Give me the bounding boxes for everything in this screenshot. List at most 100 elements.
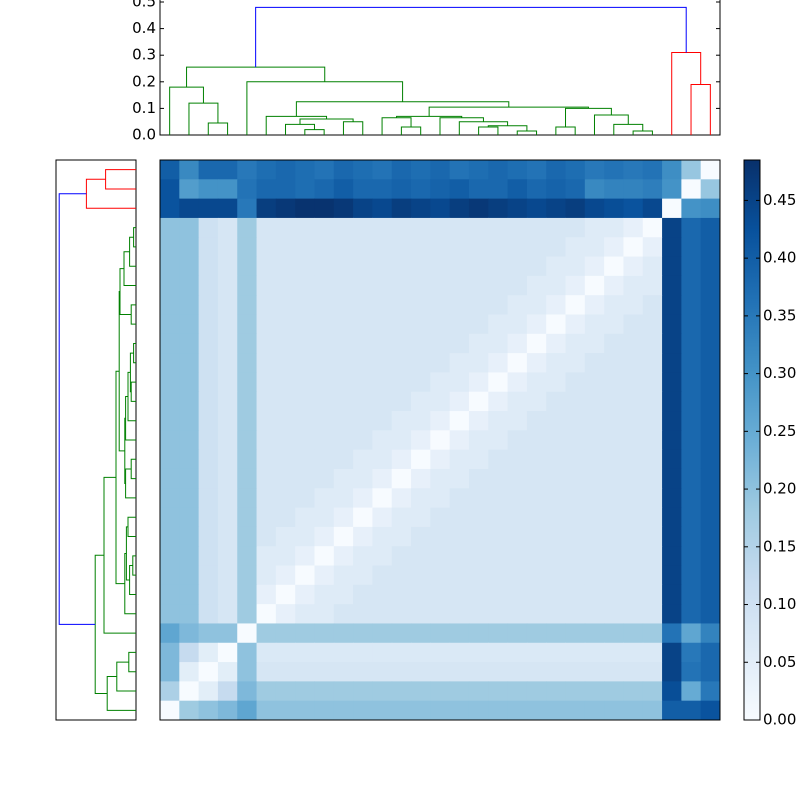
heatmap-cell (700, 488, 721, 509)
heatmap-cell (198, 391, 219, 412)
heatmap-cell (468, 314, 489, 335)
heatmap-cell (295, 662, 315, 682)
heatmap-cell (430, 623, 451, 644)
heatmap-cell (507, 488, 528, 509)
heatmap-cell (391, 353, 412, 373)
heatmap-cell (584, 179, 605, 200)
heatmap-cell (256, 526, 277, 547)
dendrogram-link (478, 126, 499, 135)
heatmap-cell (488, 488, 509, 509)
heatmap-cell (256, 256, 277, 277)
heatmap-cell (160, 507, 180, 528)
heatmap-cell (526, 295, 547, 315)
heatmap-cell (565, 217, 586, 238)
heatmap-cell (160, 198, 180, 219)
heatmap-cell (314, 604, 335, 624)
heatmap-cell (275, 468, 296, 489)
heatmap-cell (275, 526, 296, 547)
heatmap-cell (700, 642, 721, 663)
heatmap-cell (604, 623, 624, 644)
heatmap-cell (314, 507, 335, 528)
heatmap-cell (488, 681, 509, 702)
heatmap-cell (604, 217, 624, 238)
heatmap-cell (198, 546, 219, 567)
heatmap-cell (565, 430, 586, 451)
heatmap-cell (160, 160, 180, 180)
heatmap-cell (507, 681, 528, 702)
heatmap-cell (507, 256, 528, 277)
heatmap-cell (468, 275, 489, 296)
heatmap-cell (314, 217, 335, 238)
heatmap-cell (217, 604, 238, 624)
heatmap-cell (372, 681, 393, 702)
heatmap-cell (372, 333, 393, 354)
heatmap-cell (604, 179, 624, 200)
heatmap-cell (256, 584, 277, 605)
heatmap-cell (333, 565, 354, 586)
dendrogram-link (119, 268, 132, 315)
dendrogram-link (671, 52, 702, 135)
heatmap-cell (700, 295, 721, 315)
heatmap-cell (217, 700, 238, 721)
heatmap-cell (295, 237, 315, 258)
heatmap-cell (604, 391, 624, 412)
heatmap-cell (642, 565, 663, 586)
heatmap-cell (623, 314, 644, 335)
heatmap-cell (623, 353, 644, 373)
heatmap-cell (662, 681, 682, 702)
heatmap-cell (314, 179, 335, 200)
heatmap-cell (160, 584, 180, 605)
heatmap-cell (295, 584, 315, 605)
heatmap-cell (333, 642, 354, 663)
heatmap-cell (642, 430, 663, 451)
heatmap-cell (507, 372, 528, 393)
heatmap-cell (681, 623, 702, 644)
heatmap-cell (237, 256, 258, 277)
heatmap-cell (256, 507, 277, 528)
heatmap-cell (604, 700, 624, 721)
heatmap-cell (275, 411, 296, 431)
dendrogram-link (115, 370, 125, 585)
heatmap-cell (256, 353, 277, 373)
heatmap-cell (198, 372, 219, 393)
heatmap-cell (179, 681, 200, 702)
heatmap-cell (507, 217, 528, 238)
heatmap-cell (546, 700, 567, 721)
heatmap-cell (275, 681, 296, 702)
heatmap-cell (623, 623, 644, 644)
dendrogram-link (400, 126, 422, 135)
heatmap-cell (662, 642, 682, 663)
heatmap-cell (275, 295, 296, 315)
heatmap-cell (314, 372, 335, 393)
heatmap-cell (391, 333, 412, 354)
heatmap-cell (160, 488, 180, 509)
heatmap-cell (391, 526, 412, 547)
dendrogram-link (129, 236, 136, 267)
heatmap-cell (198, 256, 219, 277)
heatmap-cell (333, 526, 354, 547)
heatmap-cell (623, 449, 644, 470)
heatmap-cell (237, 449, 258, 470)
heatmap-cell (353, 411, 373, 431)
heatmap-cell (391, 681, 412, 702)
heatmap-cell (160, 623, 180, 644)
heatmap-cell (314, 333, 335, 354)
heatmap-cell (179, 507, 200, 528)
heatmap-cell (160, 642, 180, 663)
heatmap-cell (391, 468, 412, 489)
heatmap-cell (295, 411, 315, 431)
heatmap-cell (353, 488, 373, 509)
heatmap-cell (449, 430, 470, 451)
heatmap-cell (700, 546, 721, 567)
heatmap-cell (604, 642, 624, 663)
colorbar-tick-label: 0.00 (763, 711, 796, 729)
heatmap-cell (565, 391, 586, 412)
heatmap-cell (411, 179, 431, 200)
heatmap-cell (160, 275, 180, 296)
dendrogram-link (118, 291, 125, 452)
heatmap-cell (333, 700, 354, 721)
heatmap-cell (353, 430, 373, 451)
heatmap-cell (179, 546, 200, 567)
heatmap-cell (295, 198, 315, 219)
